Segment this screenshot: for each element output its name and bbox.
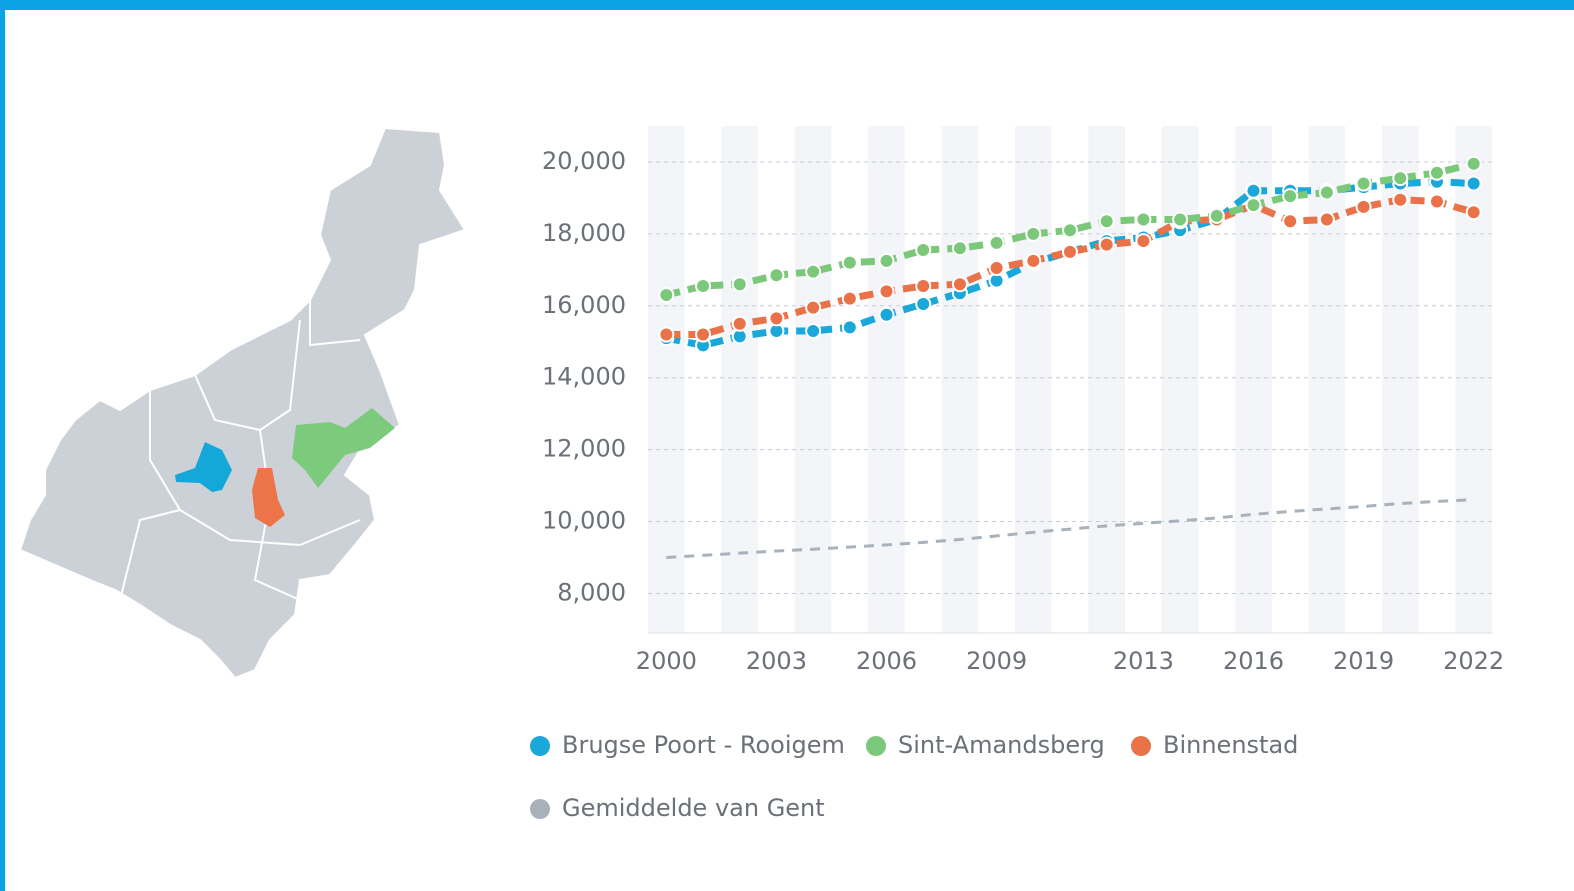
- data-point: [768, 310, 785, 327]
- data-point: [1392, 170, 1409, 187]
- column-band: [1088, 126, 1126, 633]
- legend-marker: [530, 799, 550, 819]
- data-point: [1062, 243, 1078, 260]
- data-point: [695, 326, 712, 343]
- x-tick-label: 2006: [856, 647, 917, 675]
- data-point: [878, 283, 895, 300]
- data-point: [1465, 175, 1482, 192]
- x-tick-label: 2016: [1223, 647, 1284, 675]
- column-band: [941, 126, 979, 633]
- legend-marker: [1131, 736, 1151, 756]
- series-line: [665, 160, 1475, 299]
- data-point: [841, 254, 858, 271]
- data-point: [1172, 211, 1189, 228]
- y-tick-label: 10,000: [542, 507, 626, 535]
- data-point: [1282, 188, 1299, 205]
- data-point: [1135, 211, 1152, 228]
- map-district-blue: [175, 442, 232, 492]
- x-tick-label: 2003: [746, 647, 807, 675]
- data-point: [1135, 233, 1152, 250]
- data-point: [915, 242, 932, 259]
- data-point: [1282, 213, 1299, 230]
- x-tick-label: 2000: [636, 647, 697, 675]
- data-point: [988, 234, 1005, 251]
- column-band: [1308, 126, 1346, 633]
- data-point: [658, 287, 675, 303]
- data-point: [915, 295, 932, 312]
- series-line: [666, 498, 1474, 559]
- column-band: [1381, 126, 1419, 633]
- data-point: [841, 290, 858, 307]
- legend-label: Sint-Amandsberg: [898, 731, 1105, 759]
- column-band: [868, 126, 905, 633]
- x-tick-label: 2009: [966, 647, 1027, 675]
- data-point: [805, 299, 822, 316]
- data-point: [1025, 225, 1042, 242]
- data-point: [1392, 191, 1409, 208]
- series-line: [666, 196, 1475, 339]
- data-point: [1355, 198, 1372, 215]
- data-point: [731, 315, 748, 332]
- legend-marker: [530, 736, 550, 756]
- map: [18, 126, 467, 680]
- data-point: [658, 326, 675, 343]
- y-tick-label: 8,000: [557, 578, 626, 606]
- data-point: [951, 240, 968, 257]
- y-tick-label: 14,000: [542, 363, 626, 391]
- map-city: [18, 126, 467, 680]
- legend-label: Binnenstad: [1163, 731, 1298, 759]
- column-band: [1014, 126, 1052, 633]
- y-tick-label: 18,000: [542, 219, 626, 247]
- data-point: [1355, 175, 1372, 192]
- legend-label: Brugse Poort - Rooigem: [562, 731, 845, 759]
- data-point: [878, 306, 895, 323]
- data-point: [768, 267, 785, 284]
- legend-marker: [866, 736, 886, 756]
- data-point: [1098, 213, 1115, 230]
- series-line: [665, 178, 1474, 349]
- map-district-orange: [252, 468, 285, 527]
- y-tick-label: 16,000: [542, 291, 626, 319]
- data-point: [731, 276, 748, 293]
- data-point: [1465, 204, 1482, 221]
- map-district-green: [292, 408, 395, 488]
- data-point: [878, 252, 895, 269]
- y-tick-label: 20,000: [542, 147, 626, 175]
- data-point: [805, 322, 822, 339]
- map-borders: [119, 300, 361, 601]
- data-point: [1318, 211, 1335, 228]
- column-band: [1161, 126, 1199, 633]
- column-band: [648, 126, 685, 633]
- x-tick-label: 2022: [1443, 647, 1504, 675]
- data-point: [1465, 155, 1482, 172]
- data-point: [1208, 207, 1225, 224]
- data-point: [915, 278, 932, 295]
- y-tick-label: 12,000: [542, 435, 626, 463]
- data-point: [1428, 164, 1445, 181]
- data-point: [1098, 236, 1115, 253]
- legend-label: Gemiddelde van Gent: [562, 794, 825, 822]
- data-point: [951, 276, 968, 293]
- x-tick-label: 2019: [1333, 647, 1394, 675]
- x-tick-label: 2013: [1113, 647, 1174, 675]
- data-point: [1245, 197, 1262, 214]
- column-band: [1455, 126, 1492, 633]
- data-point: [805, 263, 822, 280]
- data-point: [1428, 193, 1445, 210]
- data-point: [695, 278, 712, 295]
- data-point: [988, 260, 1005, 277]
- data-point: [1245, 182, 1262, 199]
- data-point: [1318, 184, 1335, 201]
- column-band: [794, 126, 832, 633]
- data-point: [1062, 222, 1078, 239]
- data-point: [841, 319, 858, 336]
- data-point: [1025, 252, 1042, 269]
- column-band: [721, 126, 759, 633]
